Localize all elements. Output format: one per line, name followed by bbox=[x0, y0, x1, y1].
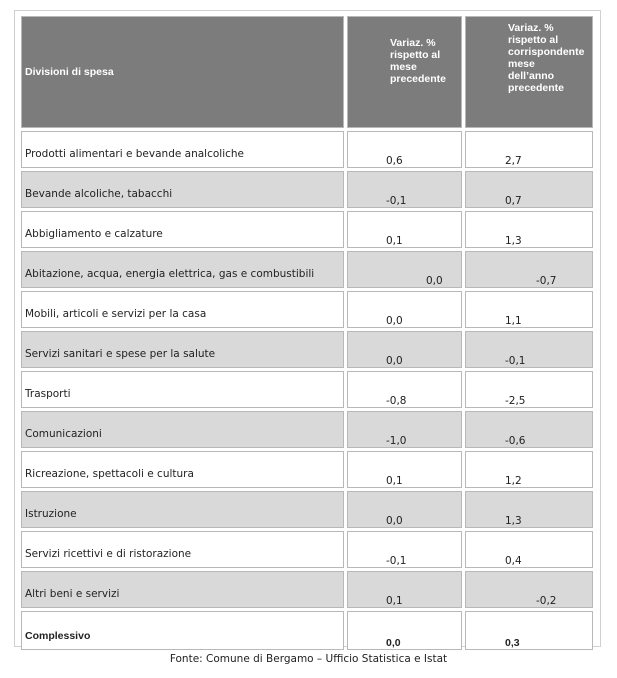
row-label: Altri beni e servizi bbox=[21, 571, 344, 608]
header-yearly-variation: Variaz. % rispetto al corrispondente mes… bbox=[465, 16, 593, 128]
cell-monthly: 0,0 bbox=[347, 491, 462, 528]
cell-yearly: -2,5 bbox=[465, 371, 593, 408]
table-header-row: Divisioni di spesa Variaz. % rispetto al… bbox=[21, 16, 593, 128]
total-label: Complessivo bbox=[21, 611, 344, 650]
cell-yearly: 1,2 bbox=[465, 451, 593, 488]
cell-monthly: 0,0 bbox=[347, 331, 462, 368]
table-row: Istruzione 0,0 1,3 bbox=[21, 491, 593, 528]
row-label: Abitazione, acqua, energia elettrica, ga… bbox=[21, 251, 344, 288]
row-label: Prodotti alimentari e bevande analcolich… bbox=[21, 131, 344, 168]
cell-monthly: 0,6 bbox=[347, 131, 462, 168]
cell-monthly: 0,1 bbox=[347, 451, 462, 488]
header-monthly-variation: Variaz. % rispetto al mese precedente bbox=[347, 16, 462, 128]
row-label: Istruzione bbox=[21, 491, 344, 528]
cell-yearly: -0,1 bbox=[465, 331, 593, 368]
table-row: Abbigliamento e calzature 0,1 1,3 bbox=[21, 211, 593, 248]
table-row: Altri beni e servizi 0,1 -0,2 bbox=[21, 571, 593, 608]
price-variation-table: Divisioni di spesa Variaz. % rispetto al… bbox=[18, 13, 596, 653]
table-row: Comunicazioni -1,0 -0,6 bbox=[21, 411, 593, 448]
table-row: Bevande alcoliche, tabacchi -0,1 0,7 bbox=[21, 171, 593, 208]
cell-yearly: -0,7 bbox=[465, 251, 593, 288]
cell-monthly: -0,1 bbox=[347, 171, 462, 208]
cell-monthly: 0,1 bbox=[347, 211, 462, 248]
total-monthly: 0,0 bbox=[347, 611, 462, 650]
table-row: Ricreazione, spettacoli e cultura 0,1 1,… bbox=[21, 451, 593, 488]
source-footnote: Fonte: Comune di Bergamo – Ufficio Stati… bbox=[169, 653, 448, 665]
cell-yearly: -0,2 bbox=[465, 571, 593, 608]
table-row: Servizi sanitari e spese per la salute 0… bbox=[21, 331, 593, 368]
row-label: Bevande alcoliche, tabacchi bbox=[21, 171, 344, 208]
cell-monthly: 0,0 bbox=[347, 291, 462, 328]
table-row: Abitazione, acqua, energia elettrica, ga… bbox=[21, 251, 593, 288]
table-row: Prodotti alimentari e bevande analcolich… bbox=[21, 131, 593, 168]
cell-yearly: 0,7 bbox=[465, 171, 593, 208]
table-row: Trasporti -0,8 -2,5 bbox=[21, 371, 593, 408]
table-total-row: Complessivo 0,0 0,3 bbox=[21, 611, 593, 650]
cell-yearly: 0,4 bbox=[465, 531, 593, 568]
row-label: Comunicazioni bbox=[21, 411, 344, 448]
cell-monthly: -1,0 bbox=[347, 411, 462, 448]
table-row: Servizi ricettivi e di ristorazione -0,1… bbox=[21, 531, 593, 568]
table-row: Mobili, articoli e servizi per la casa 0… bbox=[21, 291, 593, 328]
cell-yearly: -0,6 bbox=[465, 411, 593, 448]
cell-yearly: 1,3 bbox=[465, 491, 593, 528]
row-label: Servizi sanitari e spese per la salute bbox=[21, 331, 344, 368]
cell-monthly: 0,1 bbox=[347, 571, 462, 608]
cell-monthly: 0,0 bbox=[347, 251, 462, 288]
cell-monthly: -0,8 bbox=[347, 371, 462, 408]
row-label: Servizi ricettivi e di ristorazione bbox=[21, 531, 344, 568]
total-yearly: 0,3 bbox=[465, 611, 593, 650]
cell-yearly: 1,3 bbox=[465, 211, 593, 248]
row-label: Ricreazione, spettacoli e cultura bbox=[21, 451, 344, 488]
header-divisioni: Divisioni di spesa bbox=[21, 16, 344, 128]
row-label: Mobili, articoli e servizi per la casa bbox=[21, 291, 344, 328]
cell-yearly: 1,1 bbox=[465, 291, 593, 328]
cell-yearly: 2,7 bbox=[465, 131, 593, 168]
row-label: Abbigliamento e calzature bbox=[21, 211, 344, 248]
row-label: Trasporti bbox=[21, 371, 344, 408]
cell-monthly: -0,1 bbox=[347, 531, 462, 568]
